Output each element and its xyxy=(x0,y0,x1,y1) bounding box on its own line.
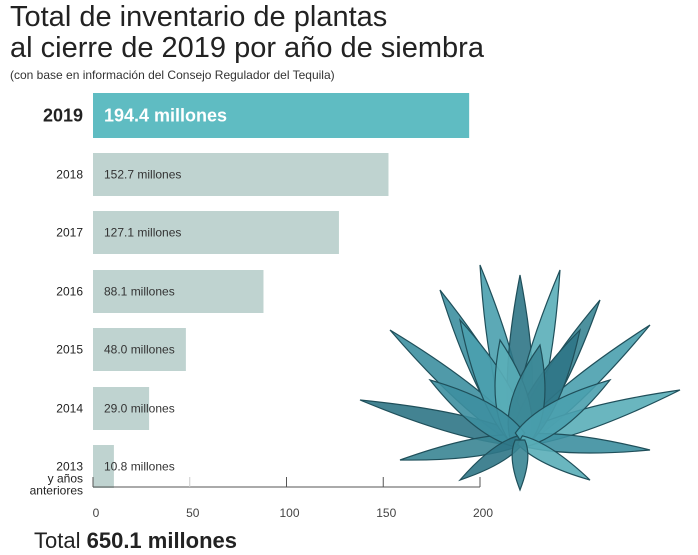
x-tick-label: 150 xyxy=(376,506,396,520)
bar xyxy=(93,153,389,196)
data-label: 127.1 millones xyxy=(104,226,181,240)
chart-title: Total de inventario de plantas al cierre… xyxy=(10,2,484,64)
category-label: 2017 xyxy=(56,226,83,240)
total-label: Total xyxy=(34,528,81,553)
title-line-1: Total de inventario de plantas xyxy=(10,1,388,33)
x-tick-label: 0 xyxy=(93,506,100,520)
total: Total 650.1 millones xyxy=(34,528,237,554)
agave-leaf xyxy=(458,435,524,482)
agave-leaf xyxy=(428,378,526,448)
bar xyxy=(93,387,150,430)
data-label: 10.8 millones xyxy=(104,460,175,474)
bar xyxy=(93,93,470,138)
category-label: 2014 xyxy=(56,402,83,416)
category-label: y años xyxy=(48,472,83,486)
category-label: 2016 xyxy=(56,285,83,299)
category-label: 2013 xyxy=(56,460,83,474)
x-tick-label: 50 xyxy=(186,506,200,520)
chart-subtitle: (con base en información del Consejo Reg… xyxy=(10,68,335,82)
bar xyxy=(93,445,114,488)
title-line-2: al cierre de 2019 por año de siembra xyxy=(10,32,484,64)
category-label: 2015 xyxy=(56,343,83,357)
bar xyxy=(93,211,339,254)
bar xyxy=(93,270,264,313)
data-label: 152.7 millones xyxy=(104,168,181,182)
x-tick-label: 200 xyxy=(473,506,493,520)
total-value: 650.1 millones xyxy=(86,528,238,553)
data-label: 48.0 millones xyxy=(104,343,175,357)
x-tick-label: 100 xyxy=(279,506,299,520)
data-label: 88.1 millones xyxy=(104,285,175,299)
agave-leaf xyxy=(514,378,612,448)
category-label: 2019 xyxy=(43,106,83,126)
data-label: 194.4 millones xyxy=(104,106,227,126)
category-label: anteriores xyxy=(30,484,83,498)
agave-leaf xyxy=(511,439,529,492)
bar xyxy=(93,328,186,371)
agave-illustration xyxy=(359,264,681,492)
data-label: 29.0 millones xyxy=(104,402,175,416)
category-label: 2018 xyxy=(56,168,83,182)
